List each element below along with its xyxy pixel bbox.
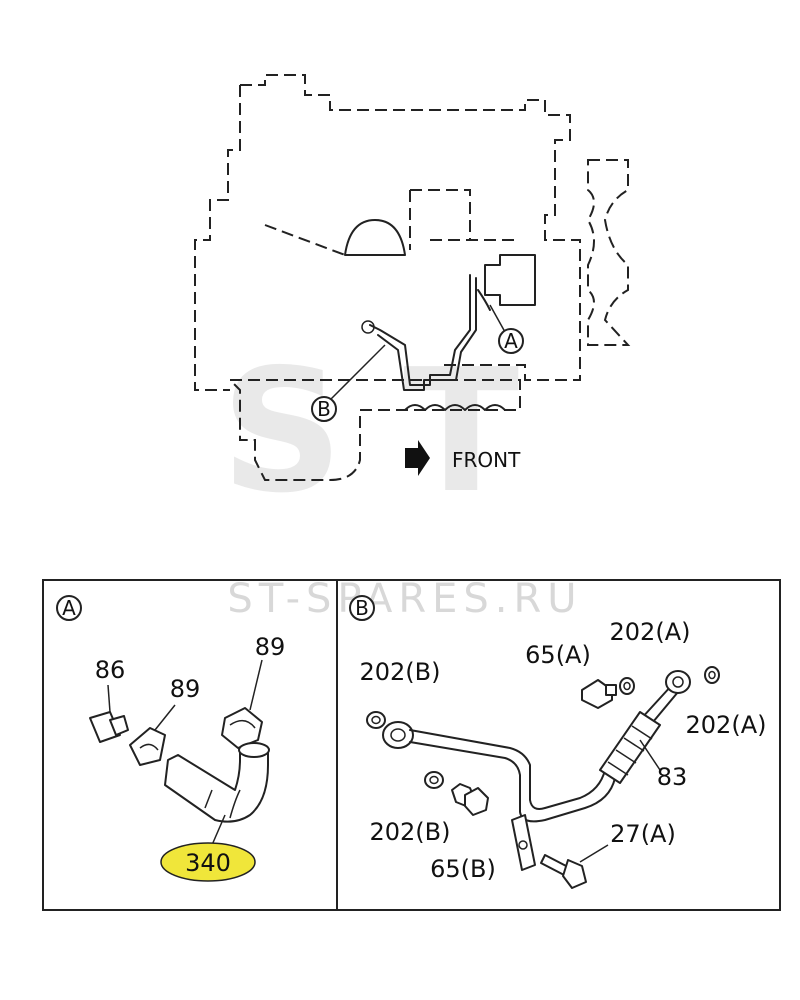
callout-b-circle [311, 396, 337, 422]
banjo-fitting-left-hole [390, 728, 406, 742]
part-202a-top-label: 202(A) [610, 618, 691, 646]
part-89-clamp-top [221, 707, 263, 749]
part-27a-label: 27(A) [610, 820, 676, 848]
part-340-hose-opening [238, 742, 270, 758]
leader-340 [211, 814, 226, 846]
part-83-flex-section [599, 711, 661, 784]
engine-inner-line [264, 189, 520, 256]
part-89-clamp-top-ring [229, 719, 256, 729]
washer-202b-bottom-hole [429, 775, 439, 785]
detail-frame [42, 579, 781, 911]
part-89-top-label: 89 [255, 633, 286, 661]
part-202b-top-label: 202(B) [360, 658, 441, 686]
detail-panel-b: B 202(B) 83 65(A) 202(A) 202(A) [349, 595, 767, 889]
washer-202b-top [366, 711, 386, 729]
leader-27a [579, 844, 609, 863]
bolt-65a [581, 679, 613, 709]
leader-89-mid [154, 704, 176, 731]
fan-outline [586, 159, 631, 346]
washer-202b-bottom [424, 771, 444, 789]
engine-block-outline [240, 74, 581, 381]
part-83-flex-ribs [607, 725, 653, 776]
part-65a-label: 65(A) [525, 641, 591, 669]
engine-overview: A B FRONT [194, 74, 631, 481]
panel-b-marker [349, 595, 375, 621]
watermark-site: ST-SPARES.RU [227, 576, 582, 622]
callout-b-letter: B [317, 397, 331, 421]
part-89-clamp-mid [129, 727, 166, 766]
pipe-bracket [511, 814, 536, 871]
callout-a-circle [498, 328, 524, 354]
washer-202a-top-hole [623, 681, 631, 691]
part-86-label: 86 [95, 656, 126, 684]
part-89-clamp-mid-ring [139, 743, 159, 751]
washer-202a-top [619, 677, 635, 695]
banjo-fitting-left [382, 721, 414, 749]
turbo-return-hose [477, 289, 491, 311]
part-340-hose [164, 749, 269, 823]
part-86-nozzle [109, 715, 129, 736]
oil-pan-ribs [404, 404, 506, 411]
bolt-65b-head [464, 787, 489, 816]
pipe-banjo-end [361, 320, 375, 334]
panel-a-letter: A [62, 596, 76, 620]
washer-202a-right [704, 666, 720, 684]
panel-a-marker [56, 595, 82, 621]
leader-89-top [249, 659, 263, 711]
part-202a-right-label: 202(A) [686, 711, 767, 739]
front-arrow-icon [405, 440, 430, 476]
part-89-mid-label: 89 [170, 675, 201, 703]
panel-b-letter: B [355, 596, 369, 620]
bolt-27a-head [562, 859, 587, 889]
washer-202a-right-hole [708, 670, 716, 680]
detail-panel-a: A 86 89 89 340 [56, 595, 286, 882]
part-340-label: 340 [185, 849, 231, 877]
oil-pan-outline [227, 379, 521, 481]
turbo-oil-pipe-inner [377, 277, 477, 391]
leader-83 [639, 739, 661, 771]
front-label: FRONT [452, 448, 521, 472]
washer-202b-top-hole [371, 715, 381, 725]
part-83-label: 83 [657, 763, 688, 791]
pipe-bracket-hole [518, 840, 528, 850]
leader-86 [107, 684, 111, 713]
part-340-highlight [160, 842, 256, 882]
part-340-hose-shading [204, 789, 241, 819]
banjo-fitting-right-hole [672, 676, 684, 688]
bolt-65a-shank [605, 684, 617, 696]
part-83-oil-pipe [409, 684, 673, 810]
banjo-fitting-right [665, 670, 691, 694]
engine-left-edge [194, 85, 241, 391]
front-cover [344, 219, 406, 256]
leader-a [489, 304, 506, 333]
part-202b-bottom-label: 202(B) [370, 818, 451, 846]
turbo-housing [484, 254, 536, 306]
part-83-oil-pipe-inner [409, 691, 679, 823]
leader-b [329, 344, 386, 401]
part-65b-label: 65(B) [430, 855, 496, 883]
callout-a-letter: A [504, 329, 518, 353]
